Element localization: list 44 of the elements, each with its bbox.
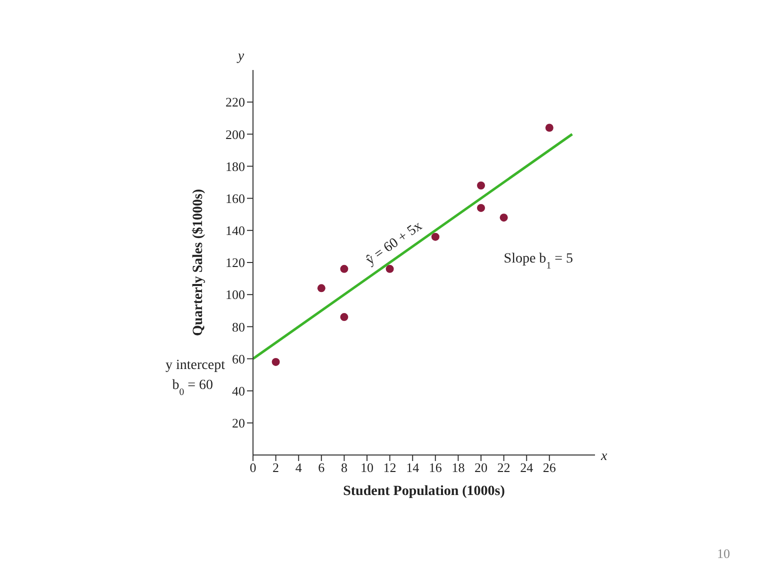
x-tick-label: 22 — [497, 460, 510, 476]
y-tick-label: 120 — [226, 255, 245, 270]
y-tick-label: 80 — [232, 319, 245, 334]
y-tick-label: 20 — [232, 416, 245, 431]
x-tick-label: 10 — [360, 460, 374, 476]
text: 10 — [717, 546, 730, 561]
x-tick-label: 20 — [474, 460, 488, 476]
x-tick-label: 16 — [428, 460, 442, 476]
y-tick-label: 60 — [232, 351, 245, 366]
point — [272, 358, 280, 366]
x-tick-label: 12 — [383, 460, 396, 476]
text: x — [600, 449, 608, 464]
point — [477, 204, 485, 212]
annotation: ŷ = 60 + 5x — [363, 218, 425, 268]
y-tick-label: 220 — [226, 94, 245, 110]
y-tick-label: 140 — [226, 223, 245, 238]
point — [340, 264, 348, 273]
x-tick-label: 24 — [520, 460, 534, 476]
text: y — [236, 49, 245, 64]
point — [431, 232, 440, 241]
y-axis-title: Quarterly Sales ($1000s) — [190, 188, 206, 336]
x-tick-label: 26 — [542, 460, 556, 476]
y-tick-label: 180 — [226, 158, 245, 174]
x-tick-label: 8 — [340, 460, 348, 476]
x-tick-label: 4 — [295, 460, 302, 476]
point — [477, 182, 485, 190]
text: y intercept — [166, 358, 226, 373]
x-tick-label: 2 — [272, 460, 280, 476]
point — [317, 284, 326, 292]
annotation: Slope b$_{1}$ = 5 — [504, 252, 574, 271]
y-tick-label: 100 — [226, 287, 245, 302]
x-tick-label: 14 — [406, 460, 420, 476]
x-tick-label: 0 — [250, 460, 256, 476]
text: b$_{0}$ = 60 — [172, 378, 213, 398]
point — [500, 214, 508, 222]
y-tick-label: 160 — [226, 190, 245, 206]
x-axis-title: Student Population (1000s) — [343, 484, 506, 499]
point — [340, 313, 348, 322]
point — [386, 264, 394, 273]
y-tick-label: 40 — [232, 383, 245, 398]
x-tick-label: 6 — [318, 460, 326, 476]
point — [545, 124, 554, 132]
y-tick-label: 200 — [226, 126, 245, 142]
x-tick-label: 18 — [452, 460, 465, 476]
